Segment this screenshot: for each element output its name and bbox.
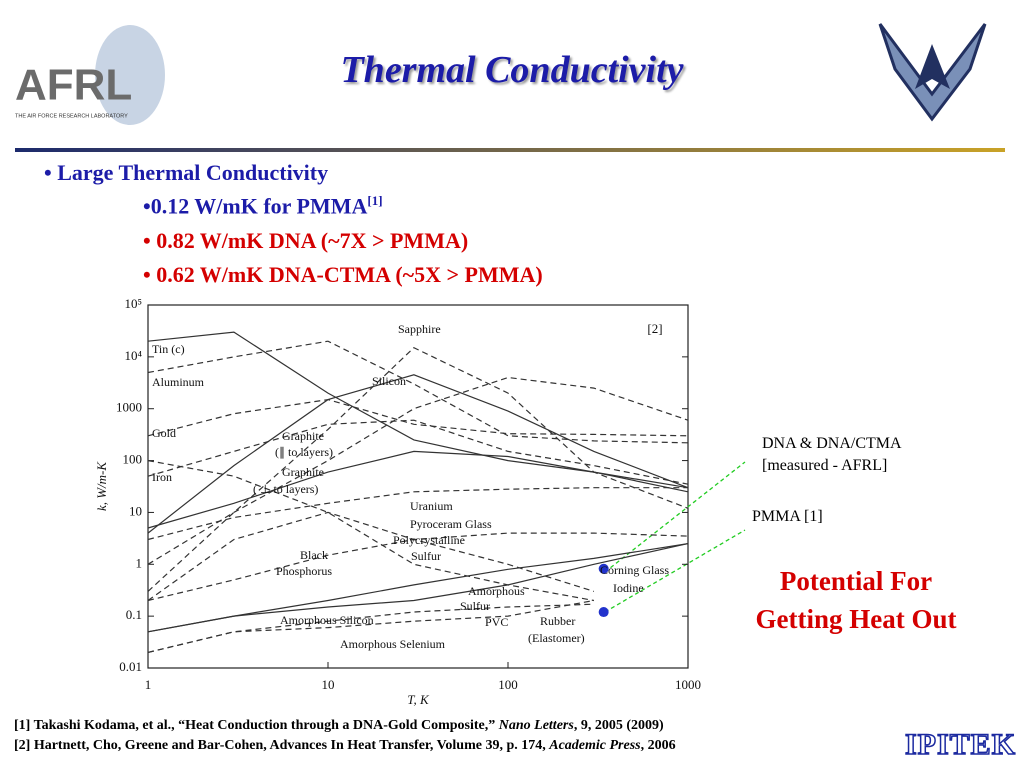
- curve-label: Silicon: [372, 374, 406, 388]
- plot-frame: [147, 304, 689, 669]
- globe: [95, 25, 165, 125]
- curve-label: (Elastomer): [528, 631, 585, 645]
- note-line: DNA & DNA/CTMA: [762, 435, 902, 452]
- reference: [2] Hartnett, Cho, Greene and Bar-Cohen,…: [14, 738, 676, 754]
- y-tick-label: 10⁵: [124, 296, 142, 311]
- x-tick-label: 1: [145, 677, 152, 692]
- callout: Potential For Getting Heat Out: [706, 562, 1006, 638]
- curve-label: Sulfur: [460, 599, 490, 613]
- ref-journal: Nano Letters: [498, 718, 574, 733]
- note: PMMA [1]: [752, 508, 823, 525]
- curve-label: (∥ to layers): [275, 445, 333, 459]
- series-line: [147, 340, 689, 444]
- rule: [15, 148, 1005, 152]
- curve-label: Iodine: [613, 581, 644, 595]
- y-tick-label: 100: [123, 452, 143, 467]
- series-line: [147, 487, 688, 541]
- ref-text: , 9, 2005 (2009): [573, 718, 664, 733]
- curve-label: Graphite: [282, 465, 324, 479]
- series-line: [147, 603, 594, 653]
- x-tick-label: 10: [322, 677, 335, 692]
- series-line: [147, 543, 689, 633]
- series-line: [147, 376, 689, 565]
- curve-label: Gold: [152, 426, 176, 440]
- y-tick-label: 0.1: [126, 607, 142, 622]
- chart-background: [85, 290, 710, 700]
- citation: [1]: [367, 193, 383, 208]
- reference: [1] Takashi Kodama, et al., “Heat Conduc…: [14, 718, 664, 734]
- source-label: [2]: [647, 321, 662, 336]
- curve-label: Tin (c): [152, 342, 185, 356]
- slide-title: Thermal Conductivity: [340, 49, 684, 91]
- sub-bullet: • 0.82 W/mK DNA (~7X > PMMA): [143, 228, 469, 253]
- curve-label: Aluminum: [152, 375, 205, 389]
- ref-text: [1] Takashi Kodama, et al., “Heat Conduc…: [14, 718, 499, 733]
- ipitek-logo: IPITEK: [904, 727, 1017, 762]
- callout-line: Potential For: [779, 566, 933, 596]
- ref-text: , 2006: [640, 738, 676, 753]
- y-tick-label: 0.01: [119, 659, 142, 674]
- data-point: [598, 563, 609, 574]
- pointer: [604, 529, 746, 613]
- series-line: [147, 511, 595, 601]
- pointer: [604, 461, 746, 573]
- wings-logo: [878, 23, 987, 122]
- series-line: [147, 398, 689, 437]
- curve-label: Amorphous Silicon: [280, 613, 374, 627]
- curve-label: Amorphous Selenium: [340, 637, 446, 651]
- curve-label: ( ⊥ to layers): [253, 482, 318, 496]
- afrl-logo: AFRL THE AIR FORCE RESEARCH LABORATORY: [15, 25, 165, 125]
- y-tick-label: 10: [129, 503, 142, 518]
- x-axis-label: T, K: [407, 692, 430, 707]
- curve-label: Sapphire: [398, 322, 441, 336]
- callout-line: Getting Heat Out: [755, 604, 957, 634]
- series-line: [147, 419, 689, 485]
- ref-journal: Academic Press: [549, 738, 641, 753]
- sub-bullet: •0.12 W/mK for PMMA[1]: [143, 193, 383, 219]
- curve-label: Phosphorus: [276, 564, 332, 578]
- curve-label: Black: [300, 548, 328, 562]
- ref-text: [2] Hartnett, Cho, Greene and Bar-Cohen,…: [14, 738, 550, 753]
- series-line: [147, 460, 595, 602]
- wing: [878, 23, 987, 122]
- y-tick-label: 1: [136, 555, 143, 570]
- logo-subtext: THE AIR FORCE RESEARCH LABORATORY: [15, 113, 128, 119]
- x-tick-label: 1000: [675, 677, 701, 692]
- data-point: [598, 607, 609, 618]
- series-line: [147, 450, 689, 529]
- note: DNA & DNA/CTMA [measured - AFRL]: [762, 433, 902, 477]
- series-line: [147, 374, 689, 534]
- curve-label: Corning Glass: [600, 563, 669, 577]
- y-axis-label: k, W/m-K: [94, 461, 109, 511]
- y-tick-label: 10⁴: [124, 348, 142, 363]
- curve-label: Graphite: [282, 429, 324, 443]
- curve-label: Sulfur: [411, 549, 441, 563]
- curve-label: Rubber: [540, 614, 575, 628]
- curve-label: Pyroceram Glass: [410, 517, 492, 531]
- star: [915, 44, 950, 89]
- curve-label: Amorphous: [468, 584, 525, 598]
- y-tick-label: 1000: [116, 400, 142, 415]
- x-tick-label: 100: [498, 677, 518, 692]
- sub-bullet-text: •0.12 W/mK for PMMA: [143, 193, 368, 219]
- curve-label: Uranium: [410, 499, 453, 513]
- curve-label: PVC: [485, 615, 508, 629]
- logo-text: AFRL: [15, 61, 132, 110]
- curve-label: Iron: [152, 470, 172, 484]
- bullet: • Large Thermal Conductivity: [44, 160, 329, 185]
- note-line: [measured - AFRL]: [762, 457, 888, 474]
- curve-label: Polycrystalline: [393, 533, 465, 547]
- sub-bullet: • 0.62 W/mK DNA-CTMA (~5X > PMMA): [143, 262, 543, 287]
